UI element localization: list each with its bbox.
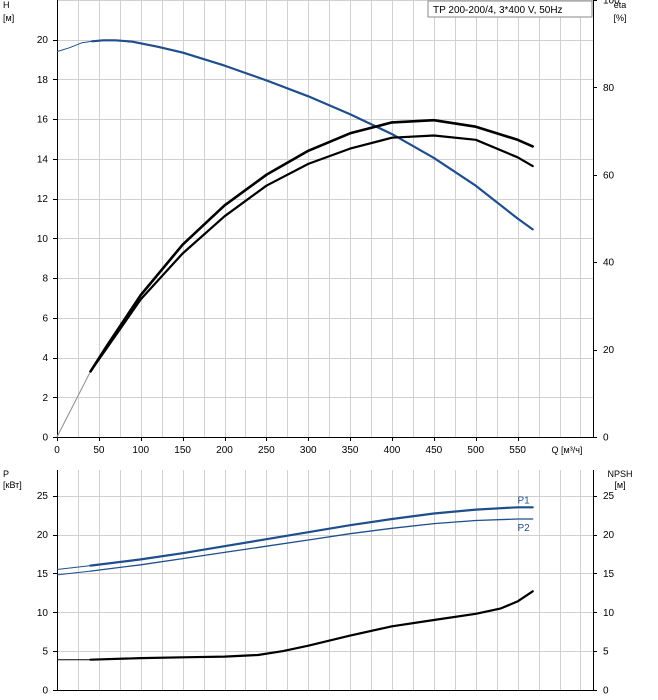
series-line — [91, 39, 534, 231]
series-line — [89, 518, 534, 572]
series-line-extension — [56, 570, 91, 576]
x-tick-label: 50 — [93, 445, 105, 456]
right-axis-unit: [%] — [613, 13, 626, 23]
series-label: P1 — [517, 495, 530, 506]
right-tick-label: 20 — [603, 345, 615, 356]
left-tick-label: 15 — [37, 569, 49, 580]
left-axis-title: H — [3, 0, 10, 10]
left-axis-title: P — [3, 469, 9, 479]
right-tick-label: 20 — [603, 530, 615, 541]
right-tick-label: 5 — [603, 647, 609, 658]
left-tick-label: 20 — [37, 35, 49, 46]
left-tick-label: 10 — [37, 608, 49, 619]
x-tick-label: 550 — [509, 445, 526, 456]
right-tick-label: 0 — [603, 686, 609, 697]
left-tick-label: 4 — [42, 353, 48, 364]
left-tick-label: 0 — [42, 686, 48, 697]
right-tick-label: 80 — [603, 83, 615, 94]
right-axis-unit: [м] — [614, 480, 625, 490]
left-tick-label: 14 — [37, 154, 49, 165]
series-line-extension — [56, 565, 91, 570]
x-tick-label: 300 — [300, 445, 317, 456]
left-axis-unit: [м] — [3, 13, 14, 23]
left-tick-label: 18 — [37, 75, 49, 86]
right-tick-label: 0 — [603, 433, 609, 444]
left-tick-label: 0 — [42, 433, 48, 444]
series-line-extension — [56, 371, 91, 438]
left-tick-label: 5 — [42, 647, 48, 658]
series-line — [89, 134, 534, 373]
right-tick-label: 15 — [603, 569, 615, 580]
x-tick-label: 200 — [216, 445, 233, 456]
legend-text: TP 200-200/4, 3*400 V, 50Hz — [433, 5, 563, 16]
left-tick-label: 16 — [37, 115, 49, 126]
right-tick-label: 40 — [603, 258, 615, 269]
left-tick-label: 25 — [37, 491, 49, 502]
right-tick-label: 10 — [603, 608, 615, 619]
left-tick-label: 10 — [37, 234, 49, 245]
x-tick-label: 0 — [54, 445, 60, 456]
left-tick-label: 20 — [37, 530, 49, 541]
right-tick-label: 25 — [603, 491, 615, 502]
left-tick-label: 2 — [42, 393, 48, 404]
series-label: P2 — [517, 523, 530, 534]
x-tick-label: 450 — [426, 445, 443, 456]
left-tick-label: 12 — [37, 194, 49, 205]
chart-panels: 02468101214161820020406080100H[м]eta[%]0… — [3, 0, 633, 697]
x-axis-title: Q [м³/ч] — [552, 445, 583, 455]
legend-box — [427, 0, 593, 18]
series-line — [89, 590, 534, 661]
series-line — [89, 118, 534, 373]
series-line-extension — [56, 40, 93, 53]
x-tick-label: 350 — [342, 445, 359, 456]
x-tick-label: 150 — [174, 445, 191, 456]
right-tick-label: 60 — [603, 170, 615, 181]
right-axis-title: NPSH — [607, 469, 632, 479]
x-tick-label: 250 — [258, 445, 275, 456]
left-tick-label: 8 — [42, 274, 48, 285]
left-axis-unit: [кВт] — [3, 480, 22, 490]
x-tick-label: 400 — [384, 445, 401, 456]
right-tick-label: 100 — [603, 0, 620, 7]
x-tick-label: 500 — [467, 445, 484, 456]
series-line — [89, 506, 534, 567]
right-axis-title: eta — [614, 0, 627, 10]
left-tick-label: 6 — [42, 313, 48, 324]
x-tick-label: 100 — [132, 445, 149, 456]
chart-legend: TP 200-200/4, 3*400 V, 50Hz — [427, 0, 593, 18]
